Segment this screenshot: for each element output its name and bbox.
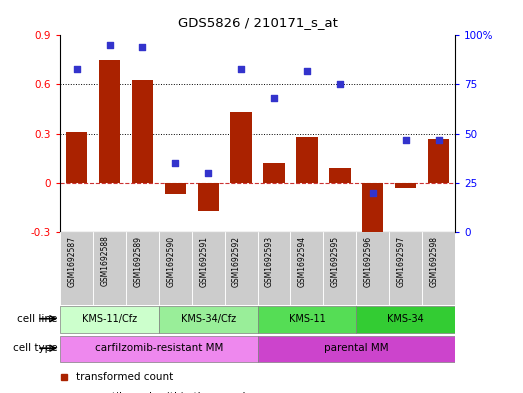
- Text: GDS5826 / 210171_s_at: GDS5826 / 210171_s_at: [178, 17, 337, 29]
- Text: GSM1692589: GSM1692589: [133, 235, 142, 286]
- Text: GSM1692594: GSM1692594: [298, 235, 307, 286]
- Bar: [99, 60, 120, 183]
- Point: [270, 95, 278, 101]
- Bar: [165, 183, 186, 194]
- Point: [435, 136, 443, 143]
- Text: cell line: cell line: [17, 314, 58, 324]
- Bar: [323, 232, 356, 305]
- Bar: [356, 232, 389, 305]
- Point: [204, 170, 212, 176]
- Bar: [60, 232, 93, 305]
- Bar: [192, 232, 225, 305]
- Bar: [132, 79, 153, 183]
- Point: [138, 44, 146, 50]
- Bar: [389, 232, 422, 305]
- Bar: [428, 138, 449, 183]
- Text: KMS-34/Cfz: KMS-34/Cfz: [180, 314, 236, 324]
- Bar: [422, 232, 455, 305]
- Bar: [264, 163, 285, 183]
- Bar: [257, 306, 356, 332]
- Text: GSM1692587: GSM1692587: [67, 235, 76, 286]
- Text: GSM1692596: GSM1692596: [363, 235, 373, 286]
- Text: percentile rank within the sample: percentile rank within the sample: [76, 392, 252, 393]
- Point: [105, 42, 113, 48]
- Point: [303, 68, 311, 74]
- Text: KMS-34: KMS-34: [387, 314, 424, 324]
- Text: GSM1692595: GSM1692595: [331, 235, 340, 286]
- Text: KMS-11: KMS-11: [289, 314, 325, 324]
- Point: [336, 81, 344, 88]
- Bar: [159, 232, 192, 305]
- Text: GSM1692593: GSM1692593: [265, 235, 274, 286]
- Bar: [329, 168, 350, 183]
- Text: GSM1692592: GSM1692592: [232, 235, 241, 286]
- Point: [237, 66, 245, 72]
- Text: GSM1692590: GSM1692590: [166, 235, 175, 286]
- Text: parental MM: parental MM: [324, 343, 389, 353]
- Text: GSM1692597: GSM1692597: [396, 235, 406, 286]
- Point: [369, 189, 377, 196]
- Bar: [66, 132, 87, 183]
- Point: [72, 66, 81, 72]
- Bar: [257, 232, 290, 305]
- Text: KMS-11/Cfz: KMS-11/Cfz: [82, 314, 137, 324]
- Bar: [356, 306, 455, 332]
- Text: carfilzomib-resistant MM: carfilzomib-resistant MM: [95, 343, 223, 353]
- Point: [402, 136, 410, 143]
- Bar: [198, 183, 219, 211]
- Bar: [296, 137, 317, 183]
- Bar: [257, 336, 455, 362]
- Text: cell type: cell type: [13, 343, 58, 353]
- Bar: [60, 336, 257, 362]
- Text: GSM1692591: GSM1692591: [199, 235, 208, 286]
- Bar: [395, 183, 416, 187]
- Bar: [225, 232, 257, 305]
- Bar: [290, 232, 323, 305]
- Bar: [159, 306, 257, 332]
- Text: GSM1692588: GSM1692588: [100, 235, 109, 286]
- Bar: [126, 232, 159, 305]
- Bar: [362, 183, 383, 235]
- Point: [171, 160, 179, 166]
- Text: transformed count: transformed count: [76, 372, 173, 382]
- Bar: [93, 232, 126, 305]
- Bar: [60, 306, 159, 332]
- Text: GSM1692598: GSM1692598: [429, 235, 439, 286]
- Bar: [231, 112, 252, 183]
